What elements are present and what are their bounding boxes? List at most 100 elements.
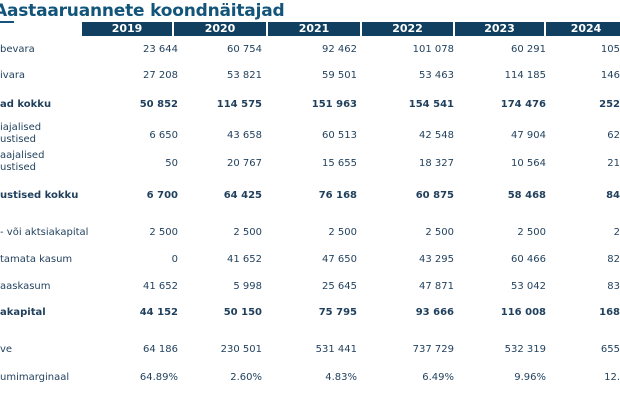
row-label-line: akapital (0, 307, 46, 318)
table-cell: 114 185 (504, 70, 546, 81)
column-header-2020[interactable]: 2020 (174, 22, 266, 36)
table-cell: 64 425 (223, 190, 262, 201)
table-cell: 6.49% (422, 372, 454, 383)
table-cell: 151 963 (311, 99, 357, 110)
table-cell: 47 871 (419, 281, 454, 292)
table-cell: 0 (171, 254, 178, 265)
table-cell: 21 (607, 158, 620, 169)
table-cell: 60 291 (511, 44, 546, 55)
table-cell: 531 441 (315, 344, 357, 355)
row-label-line: aajalised (0, 150, 45, 161)
row-label: ad kokku (0, 99, 51, 111)
table-cell: 92 462 (322, 44, 357, 55)
table-cell: 12. (604, 372, 620, 383)
table-cell: 116 008 (500, 307, 546, 318)
row-label-line: ivara (0, 70, 26, 81)
row-label-line: ustised (0, 134, 36, 145)
table-cell: 64 186 (143, 344, 178, 355)
row-label: aaskasum (0, 281, 51, 293)
table-cell: 53 042 (511, 281, 546, 292)
table-cell: 53 463 (419, 70, 454, 81)
row-label-line: ad kokku (0, 99, 52, 110)
table-cell: 15 655 (322, 158, 357, 169)
table-cell: 58 468 (507, 190, 546, 201)
row-label: umimarginaal (0, 372, 69, 384)
table-cell: 2 (613, 227, 620, 238)
page-title: Aastaaruannete koondnäitajad (0, 1, 285, 21)
table-cell: 737 729 (412, 344, 454, 355)
row-label-line: - või aktsiakapital (0, 227, 89, 238)
table-cell: 105 (600, 44, 620, 55)
table-cell: 53 821 (227, 70, 262, 81)
column-header-2023[interactable]: 2023 (455, 22, 544, 36)
table-cell: 101 078 (412, 44, 454, 55)
table-cell: 44 152 (139, 307, 178, 318)
column-header-2019[interactable]: 2019 (82, 22, 172, 36)
column-header-2022[interactable]: 2022 (362, 22, 453, 36)
row-label: iajalised ustised (0, 122, 41, 146)
table-cell: 60 754 (227, 44, 262, 55)
table-cell: 82 (607, 254, 620, 265)
row-label-line: ustised (0, 162, 36, 173)
table-cell: 6 700 (146, 190, 178, 201)
table-cell: 60 513 (322, 130, 357, 141)
table-cell: 154 541 (408, 99, 454, 110)
table-cell: 75 795 (318, 307, 357, 318)
table-cell: 20 767 (227, 158, 262, 169)
table-cell: 50 150 (223, 307, 262, 318)
row-label: akapital (0, 307, 46, 319)
table-cell: 9.96% (514, 372, 546, 383)
title-underline (0, 21, 14, 23)
column-header-2024[interactable]: 2024 (546, 22, 620, 36)
table-cell: 5 998 (233, 281, 262, 292)
table-cell: 59 501 (322, 70, 357, 81)
table-cell: 50 (165, 158, 178, 169)
table-cell: 2 500 (425, 227, 454, 238)
table-cell: 83 (607, 281, 620, 292)
row-label-line: bevara (0, 44, 35, 55)
table-cell: 168 (599, 307, 620, 318)
table-cell: 60 466 (511, 254, 546, 265)
row-label-line: ve (0, 344, 13, 355)
table-cell: 76 168 (318, 190, 357, 201)
table-cell: 50 852 (139, 99, 178, 110)
table-cell: 41 652 (143, 281, 178, 292)
table-cell: 2 500 (517, 227, 546, 238)
table-cell: 174 476 (500, 99, 546, 110)
table-cell: 23 644 (143, 44, 178, 55)
row-label: bevara (0, 44, 35, 56)
row-label-line: ustised kokku (0, 190, 79, 201)
table-cell: 655 (600, 344, 620, 355)
table-cell: 27 208 (143, 70, 178, 81)
table-cell: 62 (607, 130, 620, 141)
table-cell: 146 (600, 70, 620, 81)
table-cell: 47 650 (322, 254, 357, 265)
table-cell: 2 500 (233, 227, 262, 238)
table-cell: 6 650 (149, 130, 178, 141)
table-cell: 43 295 (419, 254, 454, 265)
table-cell: 114 575 (216, 99, 262, 110)
table-cell: 64.89% (139, 372, 178, 383)
table-cell: 47 904 (511, 130, 546, 141)
table-cell: 25 645 (322, 281, 357, 292)
table-cell: 532 319 (504, 344, 546, 355)
row-label-line: tamata kasum (0, 254, 73, 265)
table-cell: 43 658 (227, 130, 262, 141)
row-label-line: umimarginaal (0, 372, 70, 383)
table-cell: 41 652 (227, 254, 262, 265)
table-cell: 2 500 (149, 227, 178, 238)
table-header: 2019 2020 2021 2022 2023 2024 (0, 22, 620, 36)
row-label: ve (0, 344, 12, 356)
table-cell: 2 500 (328, 227, 357, 238)
table-cell: 4.83% (325, 372, 357, 383)
row-label-line: aaskasum (0, 281, 51, 292)
table-cell: 230 501 (220, 344, 262, 355)
table-cell: 2.60% (230, 372, 262, 383)
title-bar: Aastaaruannete koondnäitajad (0, 0, 620, 23)
table-cell: 10 564 (511, 158, 546, 169)
column-header-2021[interactable]: 2021 (268, 22, 360, 36)
table-cell: 93 666 (415, 307, 454, 318)
row-label: - või aktsiakapital (0, 227, 88, 239)
row-label: aajalised ustised (0, 150, 44, 174)
table-cell: 42 548 (419, 130, 454, 141)
